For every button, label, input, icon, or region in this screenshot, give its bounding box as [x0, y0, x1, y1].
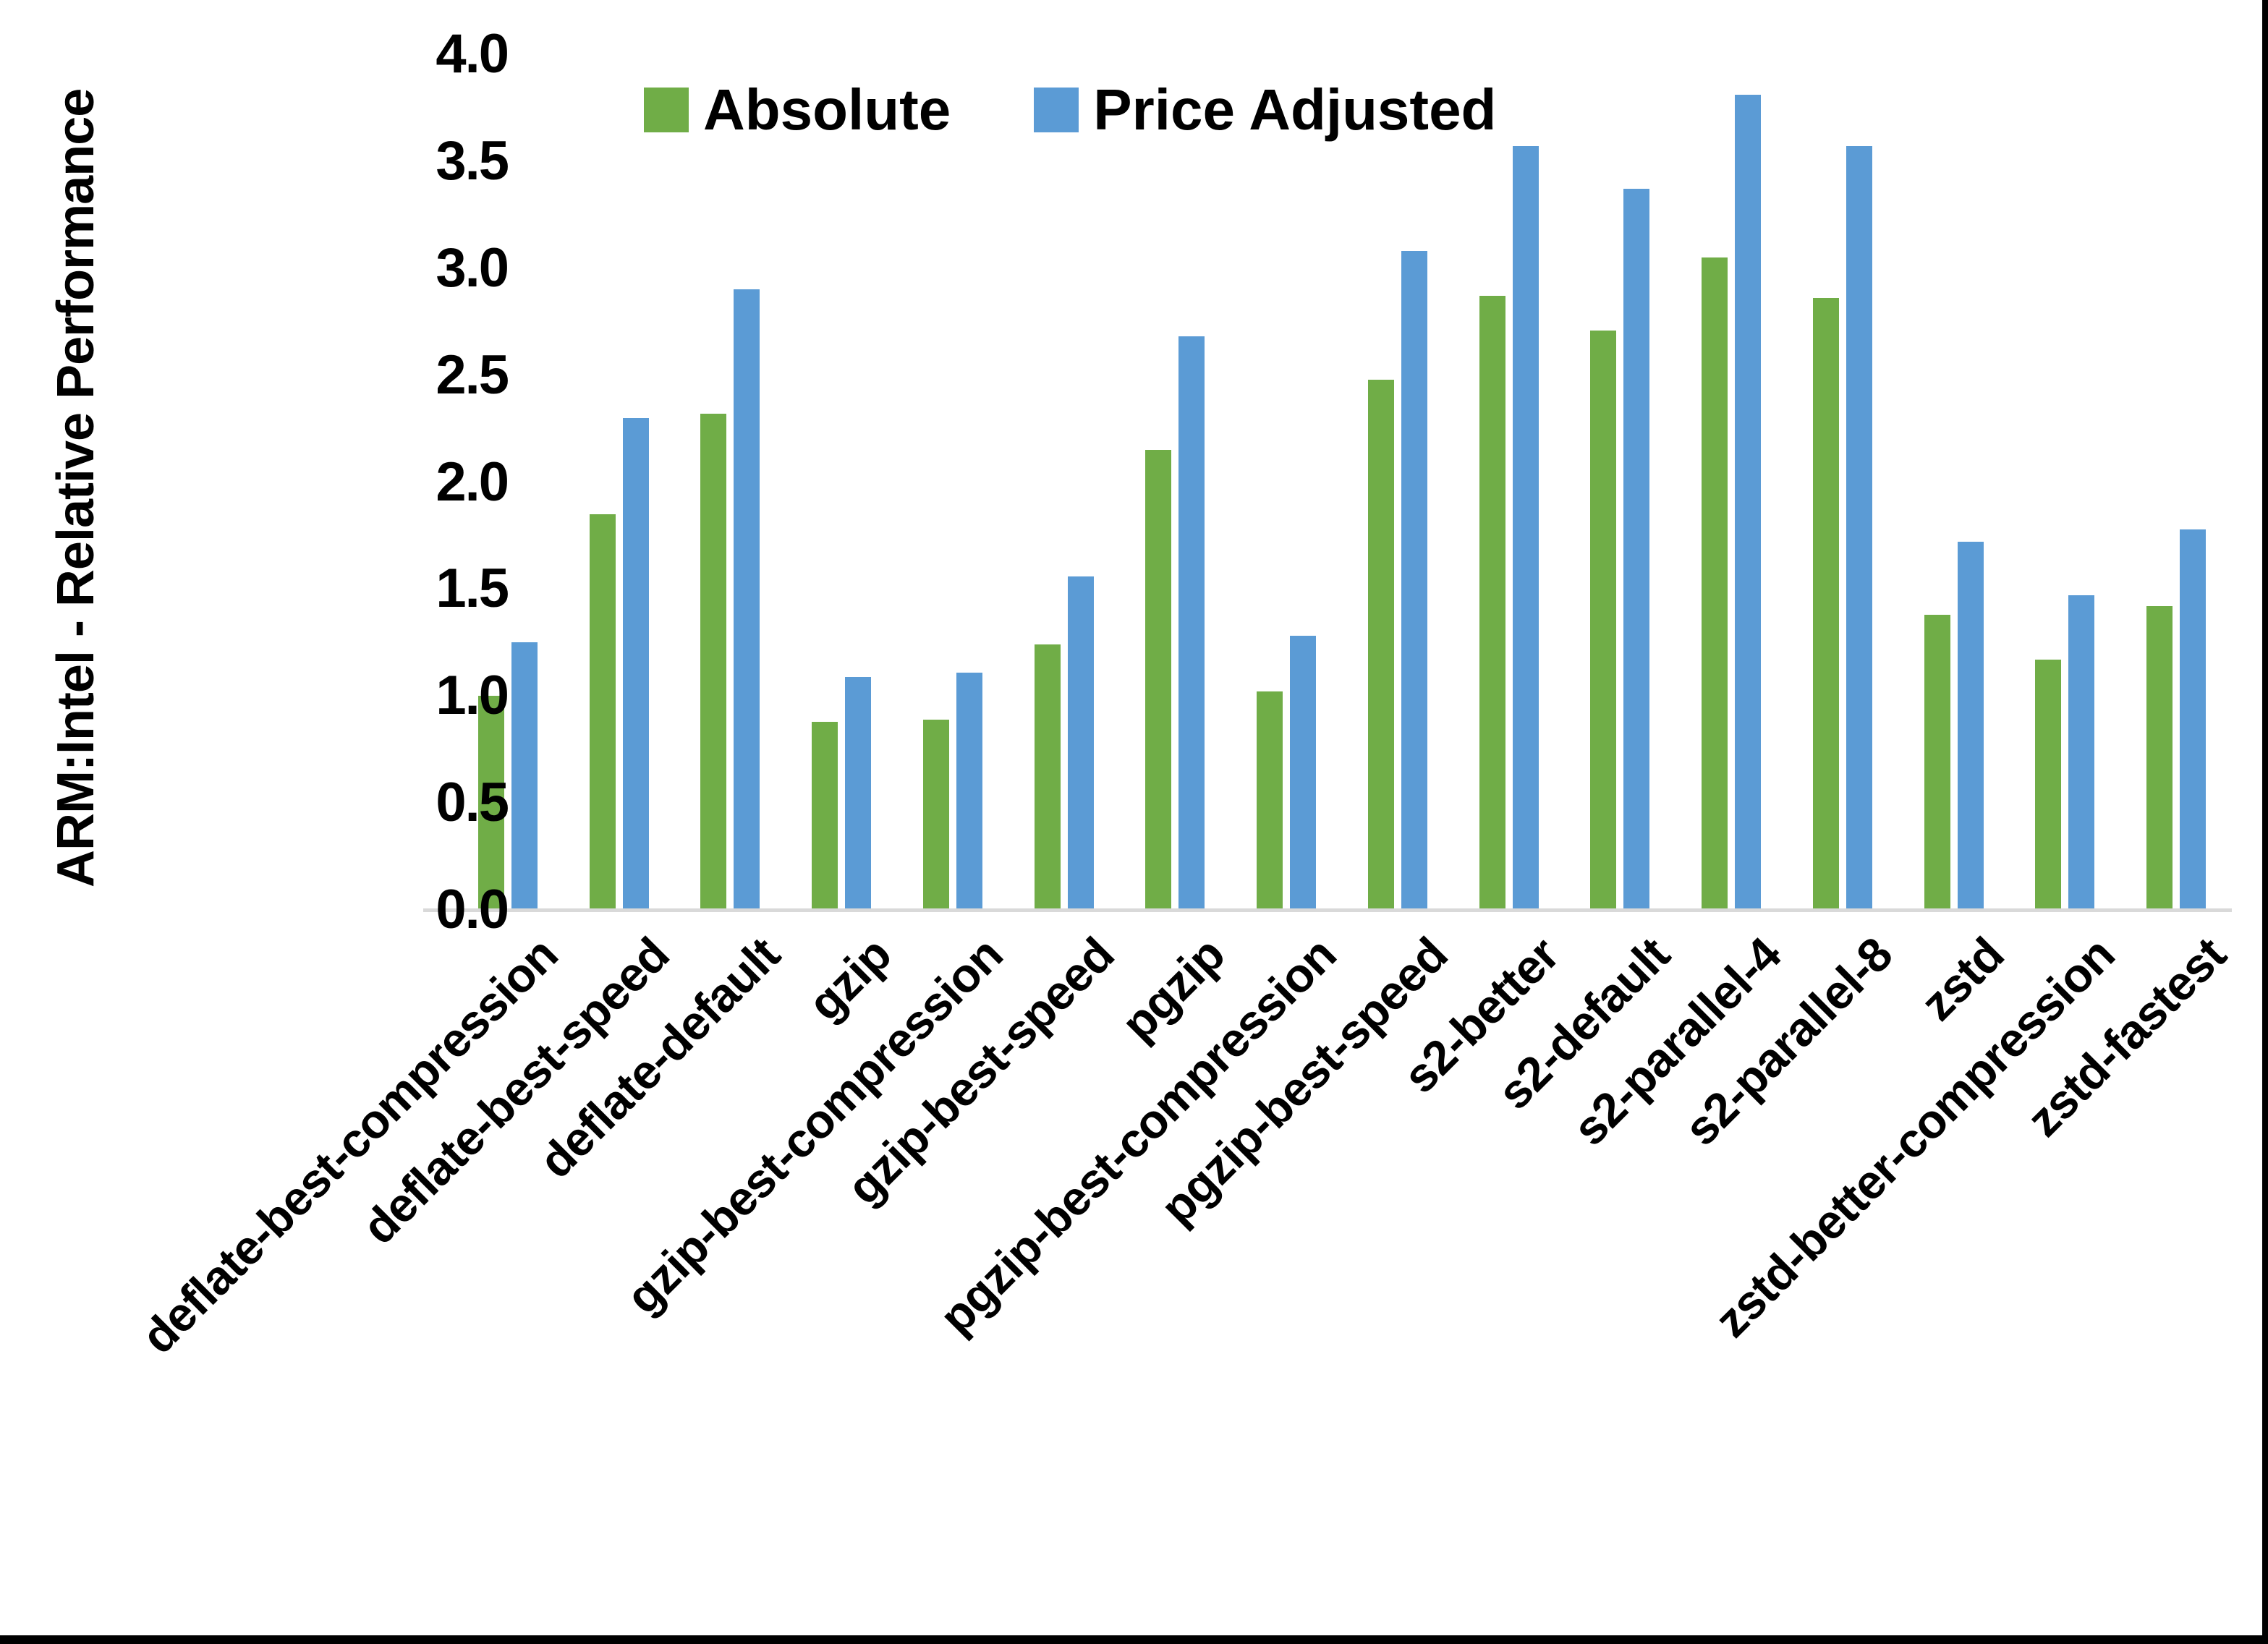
price-adjusted-bar	[511, 642, 538, 910]
absolute-series-label: Absolute	[703, 77, 951, 142]
price-adjusted-bar	[1067, 576, 1094, 910]
y-tick-label: 1.5	[436, 558, 509, 620]
absolute-bar	[700, 413, 727, 910]
y-tick-label: 4.0	[436, 23, 509, 85]
absolute-bar	[1145, 450, 1172, 910]
legend: Absolute Price Adjusted	[644, 81, 1496, 139]
price-adjusted-bar	[1735, 95, 1762, 910]
legend-item-absolute: Absolute	[644, 81, 951, 139]
absolute-bar	[1812, 298, 1839, 910]
price-adjusted-bar	[1957, 542, 1984, 910]
price-adjusted-bar	[2180, 529, 2207, 910]
price-adjusted-bar	[734, 289, 760, 910]
bar-group-s2-better	[1453, 54, 1565, 910]
price-adjusted-bar	[2068, 595, 2095, 910]
bar-group-s2-default	[1565, 54, 1676, 910]
absolute-bar	[922, 719, 949, 910]
bar-group-gzip-best-compression	[897, 54, 1008, 910]
y-tick-label: 0.0	[436, 879, 509, 940]
plot-area	[452, 54, 2232, 910]
frame-border-bottom	[0, 1635, 2268, 1644]
price-adjusted-bar	[1401, 251, 1427, 910]
bar-group-s2-parallel-4	[1675, 54, 1787, 910]
price-adjusted-series-swatch	[1034, 88, 1079, 132]
bar-group-gzip-best-speed	[1008, 54, 1120, 910]
absolute-bar	[1479, 296, 1505, 910]
bar-group-zstd-better-compression	[2010, 54, 2121, 910]
bar-group-s2-parallel-8	[1787, 54, 1898, 910]
price-adjusted-bar	[845, 676, 872, 910]
absolute-bar	[1590, 330, 1617, 910]
absolute-bar	[1257, 691, 1283, 910]
bar-group-pgzip-best-speed	[1342, 54, 1453, 910]
absolute-bar	[1702, 257, 1728, 910]
frame-border-right	[2262, 0, 2268, 1644]
absolute-bar	[2035, 659, 2062, 910]
price-adjusted-bar	[1290, 636, 1317, 910]
bar-group-deflate-best-speed	[564, 54, 675, 910]
price-adjusted-bar	[622, 417, 649, 910]
absolute-bar	[1367, 379, 1394, 910]
y-tick-label: 3.0	[436, 237, 509, 299]
price-adjusted-bar	[1178, 336, 1205, 910]
bar-group-deflate-best-compression	[452, 54, 564, 910]
y-axis-title: ARM:Intel - Relative Performance	[47, 88, 105, 888]
bar-group-zstd-fastest	[2120, 54, 2232, 910]
y-tick-label: 2.0	[436, 451, 509, 513]
absolute-bar	[589, 514, 616, 910]
bar-group-pgzip-best-compression	[1231, 54, 1342, 910]
absolute-series-swatch	[644, 88, 689, 132]
price-adjusted-series-label: Price Adjusted	[1093, 77, 1497, 142]
bar-group-zstd	[1898, 54, 2010, 910]
absolute-bar	[1924, 614, 1950, 910]
x-axis-line	[423, 908, 2232, 912]
legend-item-price-adjusted: Price Adjusted	[1034, 81, 1496, 139]
y-tick-label: 1.0	[436, 665, 509, 727]
absolute-bar	[812, 721, 838, 910]
price-adjusted-bar	[956, 672, 982, 910]
bar-group-pgzip	[1120, 54, 1231, 910]
absolute-bar	[1034, 644, 1061, 910]
y-tick-label: 3.5	[436, 129, 509, 192]
bar-group-gzip	[786, 54, 897, 910]
price-adjusted-bar	[1846, 146, 1872, 910]
absolute-bar	[477, 696, 504, 910]
y-tick-label: 0.5	[436, 772, 509, 834]
price-adjusted-bar	[1512, 146, 1539, 910]
price-adjusted-bar	[1623, 189, 1650, 910]
absolute-bar	[2146, 606, 2173, 910]
bar-group-deflate-default	[675, 54, 786, 910]
y-tick-label: 2.5	[436, 344, 509, 406]
